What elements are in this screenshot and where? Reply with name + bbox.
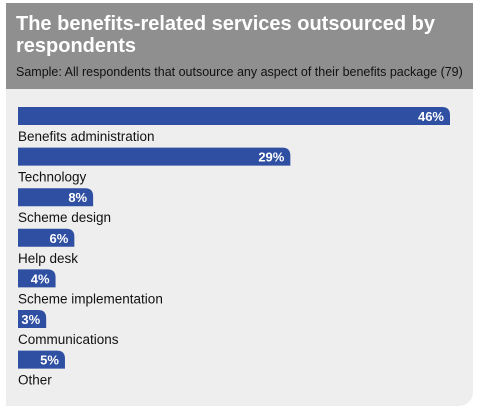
bar-group: 8% Scheme design bbox=[18, 188, 111, 225]
bar-group: 3% Communications bbox=[18, 310, 119, 347]
bar-value-label: 4% bbox=[31, 271, 50, 286]
bar bbox=[18, 228, 75, 247]
bar-group: 4% Scheme implementation bbox=[18, 269, 163, 306]
bar-group: 46% Benefits administration bbox=[18, 107, 450, 144]
bar-value-label: 3% bbox=[21, 312, 40, 327]
bar bbox=[18, 188, 94, 207]
bar-value-label: 6% bbox=[50, 231, 69, 246]
bar-value-label: 5% bbox=[40, 353, 59, 368]
category-label: Technology bbox=[18, 170, 87, 185]
bar bbox=[18, 147, 291, 166]
bar bbox=[18, 107, 450, 125]
bar bbox=[18, 350, 65, 369]
category-label: Benefits administration bbox=[18, 129, 155, 144]
bar-value-label: 29% bbox=[258, 150, 284, 165]
chart-card: The benefits-related services outsourced… bbox=[6, 3, 473, 406]
category-label: Other bbox=[18, 373, 52, 388]
category-label: Scheme implementation bbox=[18, 291, 163, 306]
bar-group: 6% Help desk bbox=[18, 228, 78, 266]
chart-subtitle: Sample: All respondents that outsource a… bbox=[16, 65, 463, 79]
bar-chart: 46% Benefits administration 29% Technology 8… bbox=[18, 107, 450, 388]
category-label: Scheme design bbox=[18, 210, 111, 225]
chart-title: The benefits-related services outsourced… bbox=[16, 13, 436, 57]
bar-group: 5% Other bbox=[18, 350, 65, 388]
category-label: Communications bbox=[18, 332, 119, 347]
bar-value-label: 8% bbox=[68, 190, 87, 205]
bar bbox=[18, 269, 56, 288]
bar bbox=[18, 310, 47, 328]
chart-header: The benefits-related services outsourced… bbox=[6, 3, 473, 89]
bar-value-label: 46% bbox=[418, 109, 444, 124]
bar-group: 29% Technology bbox=[18, 147, 291, 185]
category-label: Help desk bbox=[18, 251, 78, 266]
